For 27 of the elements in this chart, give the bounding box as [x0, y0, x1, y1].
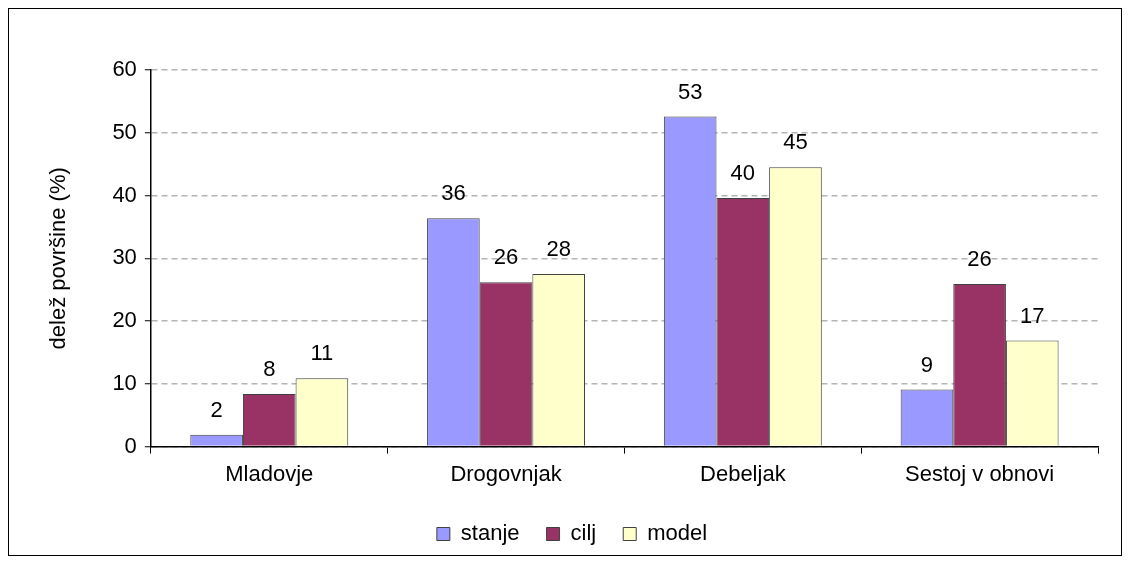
y-axis-title: delež površine (%)	[45, 167, 71, 350]
data-label: 53	[677, 78, 703, 104]
data-label: 36	[441, 180, 466, 206]
data-label: 11	[310, 340, 334, 366]
y-tick-label: 20	[112, 307, 137, 333]
data-label: 8	[263, 355, 276, 381]
legend-label: stanje	[460, 520, 520, 546]
legend-label: cilj	[570, 520, 597, 546]
data-label: 26	[967, 246, 992, 272]
data-label: 45	[783, 129, 808, 155]
data-label: 2	[210, 396, 223, 422]
y-tick-label: 50	[112, 118, 137, 144]
legend-label: model	[647, 520, 708, 546]
data-label: 40	[730, 160, 756, 186]
data-label: 28	[546, 236, 571, 262]
y-tick-label: 40	[112, 181, 137, 207]
y-tick-label: 10	[112, 369, 137, 395]
y-tick-label: 60	[112, 56, 137, 82]
data-label: 9	[920, 351, 934, 377]
data-label: 17	[1020, 302, 1045, 328]
y-tick-label: 0	[124, 432, 137, 458]
y-tick-label: 30	[112, 244, 137, 270]
x-tick-label: Sestoj v obnovi	[905, 460, 1055, 486]
data-label: 26	[493, 244, 519, 270]
x-tick-label: Debeljak	[700, 460, 787, 486]
x-tick-label: Mladovje	[225, 460, 314, 486]
x-tick-label: Drogovnjak	[450, 460, 563, 486]
